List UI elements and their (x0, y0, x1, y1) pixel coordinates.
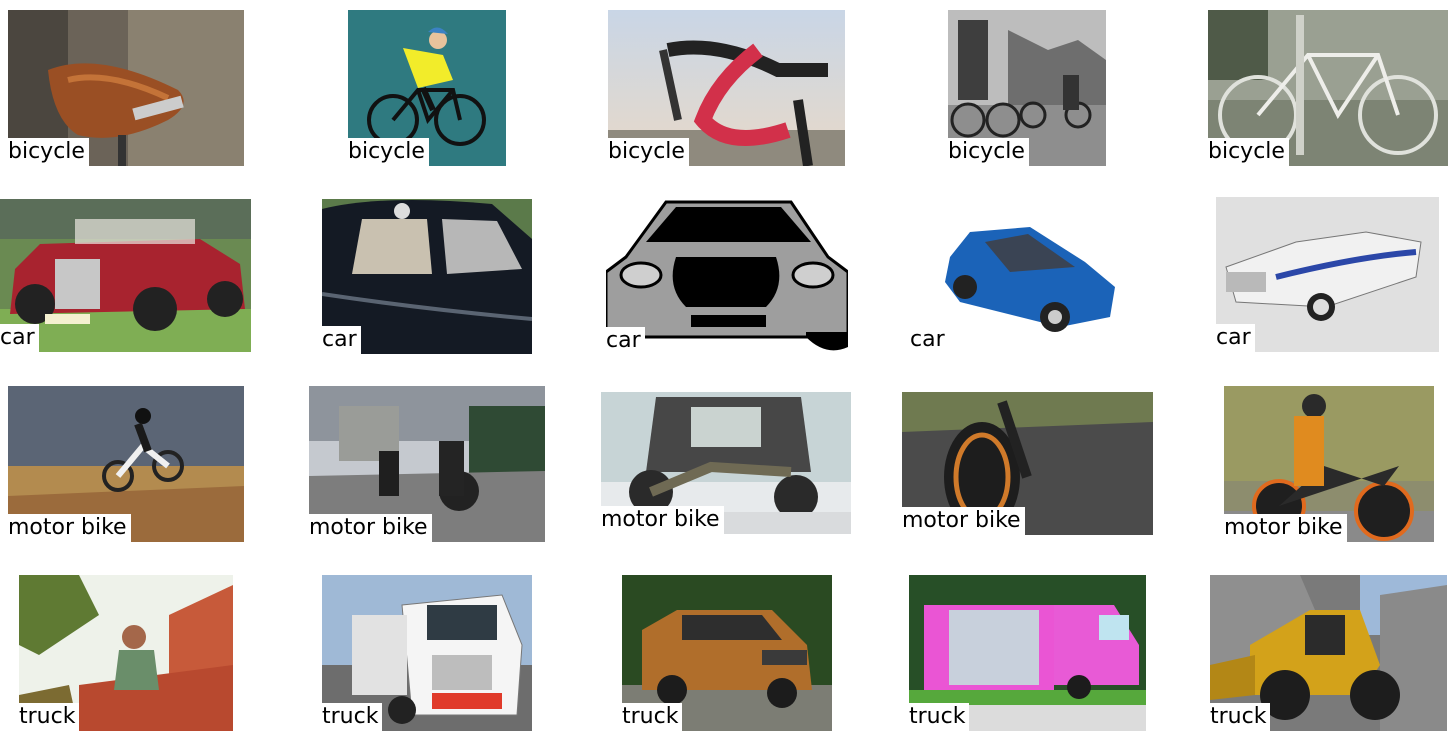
image-tile-bicycle-1: bicycle (8, 10, 244, 166)
image-tile-bicycle-3: bicycle (608, 10, 845, 166)
tile-label: motor bike (309, 514, 432, 542)
image-tile-motorbike-3: motor bike (601, 392, 851, 534)
orange-sportbike-photo (1224, 386, 1434, 542)
tile-label: car (0, 324, 39, 352)
tile-label: car (606, 327, 645, 355)
tile-label: truck (909, 703, 970, 731)
grey-car-illustration (606, 197, 848, 355)
tile-label: truck (622, 703, 683, 731)
black-car-door-photo (322, 199, 532, 354)
riders-bw-photo (948, 10, 1106, 166)
image-tile-car-2: car (322, 199, 532, 354)
image-tile-truck-4: truck (909, 575, 1146, 731)
tile-label: bicycle (948, 138, 1029, 166)
saddle-photo (8, 10, 244, 166)
tile-label: truck (322, 703, 383, 731)
tile-label: bicycle (348, 138, 429, 166)
image-tile-motorbike-5: motor bike (1224, 386, 1434, 542)
image-tile-truck-1: truck (19, 575, 233, 731)
tile-label: car (910, 326, 949, 354)
image-tile-motorbike-4: motor bike (902, 392, 1153, 535)
tile-label: car (322, 326, 361, 354)
tile-label: truck (1210, 703, 1271, 731)
image-tile-car-3: car (606, 197, 848, 355)
tile-label: bicycle (8, 138, 89, 166)
image-tile-bicycle-5: bicycle (1208, 10, 1448, 166)
tile-label: motor bike (1224, 514, 1347, 542)
tile-label: motor bike (902, 507, 1025, 535)
vintage-roadster-photo (0, 199, 251, 352)
image-tile-truck-3: truck (622, 575, 832, 731)
tile-label: bicycle (1208, 138, 1289, 166)
vintage-museum-photo (601, 392, 851, 534)
image-tile-truck-5: truck (1210, 575, 1447, 731)
tile-label: motor bike (601, 506, 724, 534)
tow-truck-photo (322, 575, 532, 731)
image-tile-car-1: car (0, 199, 251, 352)
tile-label: truck (19, 703, 80, 731)
tile-label: bicycle (608, 138, 689, 166)
image-tile-motorbike-2: motor bike (309, 386, 545, 542)
image-tile-truck-2: truck (322, 575, 532, 731)
wheel-loader-photo (1210, 575, 1447, 731)
tile-label: motor bike (8, 514, 131, 542)
image-tile-bicycle-2: bicycle (348, 10, 506, 166)
image-tile-bicycle-4: bicycle (948, 10, 1106, 166)
tile-label: car (1216, 324, 1255, 352)
image-tile-motorbike-1: motor bike (8, 386, 244, 542)
image-tile-car-5: car (1216, 197, 1439, 352)
bronze-pickup-photo (622, 575, 832, 731)
image-tile-car-4: car (910, 222, 1120, 354)
